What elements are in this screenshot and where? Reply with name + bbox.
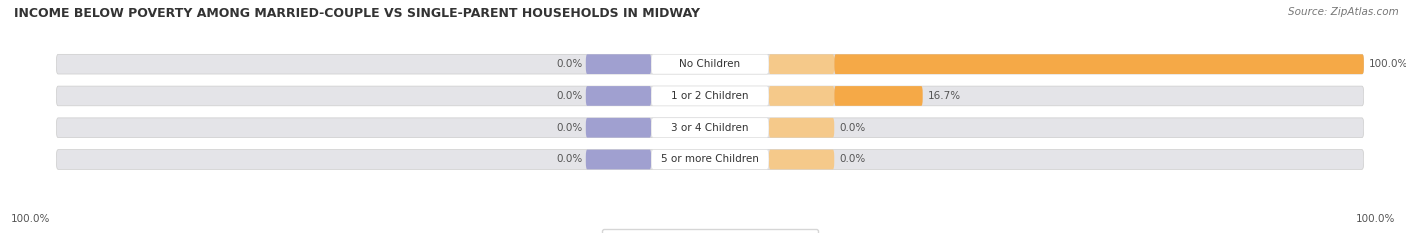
FancyBboxPatch shape <box>651 118 769 137</box>
Text: 5 or more Children: 5 or more Children <box>661 154 759 164</box>
Text: 100.0%: 100.0% <box>1355 214 1395 224</box>
Text: 0.0%: 0.0% <box>557 123 582 133</box>
FancyBboxPatch shape <box>769 150 834 169</box>
FancyBboxPatch shape <box>769 118 834 137</box>
Text: 0.0%: 0.0% <box>557 91 582 101</box>
Text: 100.0%: 100.0% <box>1369 59 1406 69</box>
FancyBboxPatch shape <box>56 150 1364 169</box>
FancyBboxPatch shape <box>651 54 769 74</box>
FancyBboxPatch shape <box>586 86 651 106</box>
Text: 1 or 2 Children: 1 or 2 Children <box>671 91 749 101</box>
Legend: Married Couples, Single Parents: Married Couples, Single Parents <box>602 229 818 233</box>
Text: 0.0%: 0.0% <box>557 59 582 69</box>
FancyBboxPatch shape <box>834 86 922 106</box>
Text: 3 or 4 Children: 3 or 4 Children <box>671 123 749 133</box>
Text: 16.7%: 16.7% <box>928 91 962 101</box>
FancyBboxPatch shape <box>651 150 769 169</box>
Text: INCOME BELOW POVERTY AMONG MARRIED-COUPLE VS SINGLE-PARENT HOUSEHOLDS IN MIDWAY: INCOME BELOW POVERTY AMONG MARRIED-COUPL… <box>14 7 700 20</box>
FancyBboxPatch shape <box>586 150 651 169</box>
Text: 100.0%: 100.0% <box>11 214 51 224</box>
FancyBboxPatch shape <box>834 54 1364 74</box>
FancyBboxPatch shape <box>56 86 1364 106</box>
FancyBboxPatch shape <box>586 118 651 137</box>
Text: Source: ZipAtlas.com: Source: ZipAtlas.com <box>1288 7 1399 17</box>
FancyBboxPatch shape <box>56 118 1364 137</box>
FancyBboxPatch shape <box>56 54 1364 74</box>
Text: No Children: No Children <box>679 59 741 69</box>
Text: 0.0%: 0.0% <box>839 154 866 164</box>
FancyBboxPatch shape <box>651 86 769 106</box>
FancyBboxPatch shape <box>769 86 834 106</box>
Text: 0.0%: 0.0% <box>557 154 582 164</box>
Text: 0.0%: 0.0% <box>839 123 866 133</box>
FancyBboxPatch shape <box>586 54 651 74</box>
FancyBboxPatch shape <box>769 54 834 74</box>
